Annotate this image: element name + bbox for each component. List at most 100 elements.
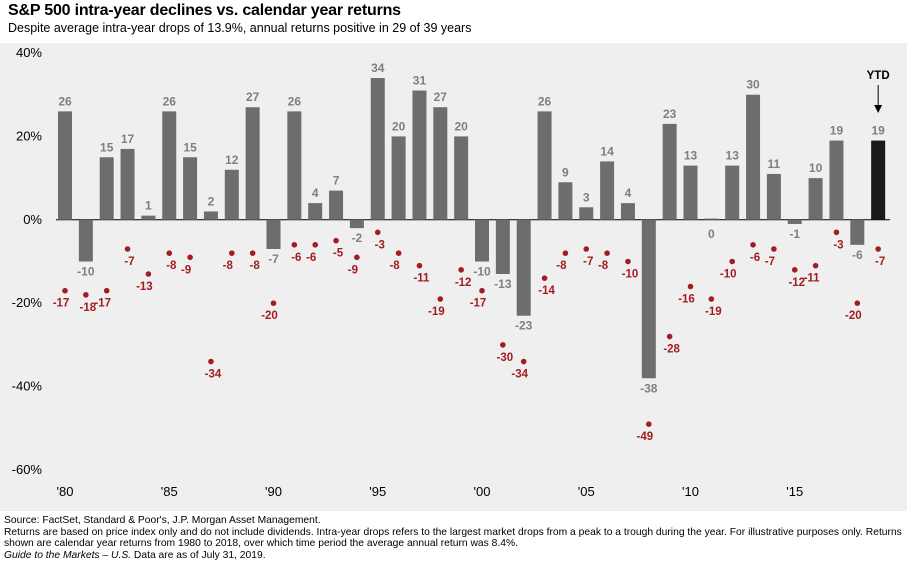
y-tick-label: 0% [23, 212, 42, 227]
drop-value-label: -11 [804, 273, 821, 285]
bar-value-label: 7 [333, 174, 340, 188]
bar-1991 [287, 111, 302, 220]
label-layer: 26-1015171261521227-72647-23420312720-10… [53, 61, 890, 443]
bar-2016 [808, 178, 823, 220]
bar-1997 [412, 90, 427, 220]
bar-value-label: 26 [288, 94, 302, 108]
drop-dot-1996 [395, 250, 402, 256]
drop-value-label: -13 [136, 281, 153, 293]
drop-value-label: -3 [375, 239, 385, 251]
bar-1998 [433, 107, 448, 220]
drop-dot-1990 [270, 300, 277, 307]
drop-dot-1986 [187, 254, 193, 261]
drop-dot-1985 [166, 250, 173, 256]
drop-value-label: -8 [598, 260, 609, 272]
drop-value-label: -11 [413, 273, 430, 285]
bar-value-label: 15 [100, 140, 114, 154]
bar-2015 [787, 219, 802, 224]
bar-value-label: -23 [515, 319, 533, 333]
x-tick-label: '10 [682, 484, 699, 499]
bar-value-label: 1 [145, 199, 152, 213]
bar-1984 [141, 215, 156, 220]
y-tick-label: -60% [12, 462, 43, 477]
bar-value-label: -13 [494, 277, 512, 291]
bar-value-label: -1 [789, 227, 800, 241]
bar-2011 [704, 218, 719, 220]
source-note: Source: FactSet, Standard & Poor's, J.P.… [4, 515, 321, 526]
bar-value-label: 27 [434, 90, 448, 104]
drop-dot-1981 [83, 292, 89, 298]
drop-dot-2000 [479, 287, 485, 294]
drop-dot-2015 [791, 267, 798, 273]
drop-dot-2017 [833, 229, 840, 236]
drop-dot-2019 [875, 246, 881, 252]
drop-dot-1993 [333, 237, 339, 244]
drop-dot-2014 [771, 246, 777, 252]
bar-2010 [683, 165, 698, 220]
bar-2004 [558, 182, 573, 220]
drop-dot-1982 [103, 287, 110, 294]
drop-value-label: -7 [875, 256, 885, 268]
drop-value-label: -17 [53, 298, 70, 310]
bar-value-label: -38 [640, 381, 658, 395]
drop-value-label: -19 [428, 306, 445, 318]
drop-value-label: -8 [556, 260, 567, 272]
drop-value-label: -8 [389, 260, 400, 272]
drop-dot-1983 [124, 246, 131, 252]
bar-1987 [203, 211, 218, 220]
drop-dot-1988 [229, 250, 235, 256]
method-note: Returns are based on price index only an… [4, 526, 902, 550]
drop-dot-1995 [374, 229, 381, 236]
drop-value-label: -6 [750, 252, 760, 264]
drop-value-label: -6 [306, 252, 316, 264]
bar-1993 [329, 190, 344, 220]
bar-2008 [641, 219, 656, 379]
bar-value-label: 10 [809, 161, 823, 175]
bar-value-label: 17 [121, 132, 135, 146]
y-tick-label: 40% [16, 45, 42, 60]
bar-value-label: 14 [600, 144, 614, 158]
drop-value-label: -7 [583, 256, 593, 268]
bar-2013 [746, 94, 761, 220]
bar-2017 [829, 140, 844, 220]
chart-title: S&P 500 intra-year declines vs. calendar… [8, 2, 401, 19]
drop-dot-2016 [812, 262, 819, 269]
bar-2007 [620, 203, 635, 220]
drop-dot-2004 [562, 250, 569, 256]
drop-value-label: -8 [166, 260, 177, 272]
drop-dot-2003 [541, 275, 548, 281]
drop-value-label: -20 [261, 310, 278, 322]
bar-2019 [871, 140, 886, 220]
drop-value-label: -28 [663, 344, 680, 356]
x-tick-label: '80 [57, 484, 74, 499]
drop-dot-1998 [437, 296, 444, 302]
bar-value-label: -10 [77, 265, 95, 279]
bar-value-label: 0 [708, 227, 715, 241]
bar-value-label: 13 [684, 149, 698, 163]
x-tick-label: '85 [161, 484, 178, 499]
bar-value-label: 26 [58, 94, 72, 108]
bar-value-label: 3 [583, 190, 590, 204]
bar-1982 [99, 157, 114, 220]
ytd-annotation: YTD [867, 70, 890, 82]
bar-1981 [78, 219, 93, 262]
drop-dot-1997 [416, 262, 423, 269]
bar-1995 [370, 78, 385, 220]
x-tick-label: '00 [474, 484, 491, 499]
drop-value-label: -17 [470, 298, 487, 310]
bar-value-label: 19 [830, 124, 844, 138]
drop-dot-1994 [354, 254, 360, 261]
drop-dot-2013 [750, 242, 756, 248]
drop-dot-2011 [708, 296, 715, 302]
bar-1980 [58, 111, 72, 220]
bar-value-label: 19 [871, 124, 885, 138]
y-tick-label: 20% [16, 128, 42, 143]
bar-2009 [662, 123, 677, 220]
guide-title: Guide to the Markets – U.S. [4, 549, 132, 561]
drop-value-label: -7 [765, 256, 775, 268]
drop-value-label: -12 [455, 277, 472, 289]
drop-value-label: -34 [205, 369, 222, 381]
bar-value-label: 2 [208, 194, 215, 208]
bar-2006 [600, 161, 615, 220]
drop-dot-2009 [666, 333, 673, 340]
